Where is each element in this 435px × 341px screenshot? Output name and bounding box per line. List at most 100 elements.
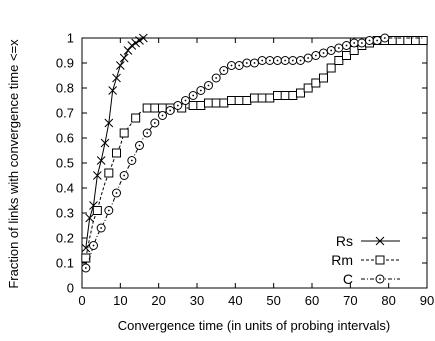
x-tick-label: 30 [190, 293, 204, 308]
data-point-rm [119, 128, 129, 138]
data-point-c [150, 118, 160, 128]
data-point-rs [127, 41, 137, 50]
data-point-rm [158, 103, 167, 113]
data-point-c [242, 58, 252, 68]
data-point-c-dot [268, 59, 271, 62]
data-point-c [342, 41, 351, 50]
data-point-rm [418, 36, 428, 45]
series-line-rm [85, 40, 424, 259]
y-tick-label: 0.7 [56, 106, 74, 121]
data-point-c [173, 101, 183, 110]
data-point-c [127, 156, 137, 165]
data-point-rm [196, 101, 206, 110]
data-point-c [326, 46, 336, 55]
y-tick-label: 0.4 [56, 181, 74, 196]
data-point-c-dot [230, 64, 233, 67]
data-point-c [296, 56, 305, 65]
data-point-rs [108, 86, 118, 95]
data-point-rm [131, 113, 141, 123]
x-axis-label: Convergence time (in units of probing in… [118, 318, 390, 333]
data-point-c [142, 128, 152, 138]
y-tick-label: 0.2 [56, 231, 74, 246]
data-point-c-dot [169, 109, 172, 112]
data-point-rm [227, 96, 236, 105]
data-point-rm [92, 206, 102, 215]
data-point-c-dot [184, 99, 187, 102]
data-point-c-dot [238, 64, 241, 67]
legend: Rs Rm C [331, 233, 400, 287]
data-point-rs [85, 213, 95, 223]
data-point-rm [265, 93, 275, 103]
legend-marker-rs [375, 236, 385, 246]
data-point-c-dot [215, 77, 218, 79]
data-point-c [119, 171, 129, 180]
data-point-c [211, 73, 221, 83]
data-point-c-dot [161, 114, 164, 117]
data-point-c [265, 56, 275, 65]
data-point-c-dot [253, 62, 256, 64]
data-point-rs [112, 73, 121, 83]
data-point-rm [81, 253, 91, 263]
data-point-rs [131, 38, 141, 48]
data-point-c-dot [307, 57, 310, 59]
data-point-rs [96, 156, 106, 165]
data-point-c [319, 48, 328, 58]
data-point-c-dot [322, 52, 325, 54]
data-point-c [96, 223, 106, 233]
y-tick-label: 0.1 [56, 256, 74, 271]
x-tick-label: 70 [343, 293, 357, 308]
data-point-rm [142, 103, 152, 113]
data-point-rm [303, 83, 313, 93]
data-point-c [227, 61, 236, 70]
data-point-rm [288, 91, 298, 100]
data-point-c-dot [207, 84, 210, 87]
data-point-c [196, 86, 206, 95]
data-point-rs [115, 61, 125, 70]
y-tick-label: 0.6 [56, 131, 74, 146]
data-point-c-dot [146, 132, 149, 134]
data-point-rm [112, 148, 121, 158]
data-point-c-dot [115, 192, 118, 194]
data-point-c-dot [291, 59, 294, 62]
data-point-rs [100, 138, 110, 148]
data-point-c-dot [176, 104, 179, 107]
y-tick-label: 0.3 [56, 206, 74, 221]
x-tick-label: 20 [151, 293, 165, 308]
data-point-rm [311, 78, 321, 88]
y-tick-label: 0 [67, 281, 74, 296]
data-point-c [165, 106, 175, 115]
data-point-c-dot [222, 69, 225, 72]
series-line-rs [85, 37, 144, 249]
data-point-c-dot [245, 62, 248, 64]
data-point-c [334, 43, 344, 53]
data-point-rm [211, 98, 221, 108]
data-point-c-dot [276, 59, 279, 62]
data-point-rm [204, 98, 213, 108]
legend-marker-c [375, 274, 385, 284]
y-axis-label: Fraction of links with convergence time … [6, 39, 21, 289]
legend-label-rs: Rs [336, 233, 353, 249]
y-tick-label: 0.8 [56, 81, 74, 96]
x-tick-label: 50 [266, 293, 280, 308]
data-point-c [303, 53, 313, 63]
y-tick-label: 0.9 [56, 56, 74, 71]
data-point-c-dot [123, 174, 126, 177]
data-point-rs [104, 118, 114, 128]
data-point-c [89, 241, 98, 250]
data-point-rm [150, 103, 160, 113]
data-point-c-dot [261, 59, 264, 62]
series-rm [81, 36, 428, 263]
data-point-c-dot [337, 47, 340, 49]
data-point-c-dot [84, 267, 87, 269]
data-point-rm [326, 63, 336, 73]
data-point-c-dot [130, 159, 133, 162]
data-point-c-dot [299, 59, 302, 62]
data-point-rm [280, 91, 290, 100]
data-point-rs [92, 171, 102, 180]
data-point-c-dot [100, 227, 103, 229]
data-point-c-dot [138, 144, 141, 147]
x-tick-label: 40 [228, 293, 242, 308]
data-point-rm [334, 56, 344, 65]
x-tick-label: 80 [381, 293, 395, 308]
